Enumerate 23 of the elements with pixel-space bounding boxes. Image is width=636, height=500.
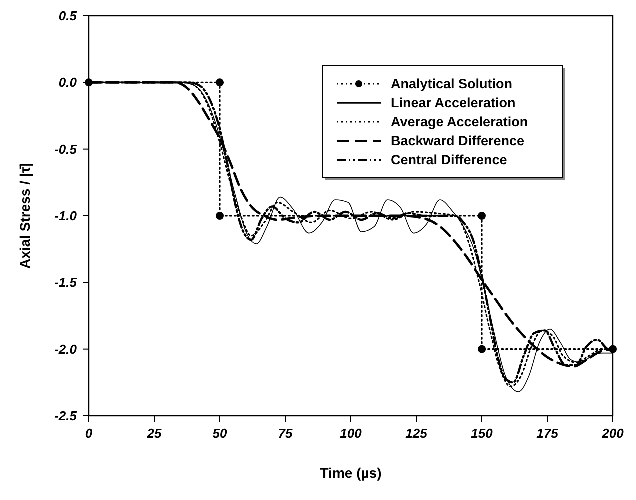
x-tick-label: 25 [146, 426, 162, 441]
y-tick-label: -1.5 [54, 275, 78, 290]
y-tick-label: -1.0 [54, 208, 78, 224]
y-axis-title: Axial Stress / |τ̄| [17, 163, 34, 269]
y-tick-label: 0.5 [58, 8, 78, 24]
x-tick-label: 0 [85, 426, 94, 441]
y-tick-label: -2.0 [54, 342, 78, 357]
y-tick-label: 0.0 [58, 75, 78, 90]
legend-label: Backward Difference [391, 134, 526, 149]
x-tick-label: 200 [601, 426, 625, 441]
x-tick-label: 100 [340, 426, 363, 441]
legend-label: Average Acceleration [391, 114, 528, 130]
y-tick-label: -0.5 [54, 142, 78, 157]
y-tick-label: -2.5 [54, 408, 78, 424]
x-tick-label: 175 [536, 426, 560, 441]
x-tick-label: 125 [406, 426, 428, 441]
x-tick-label: 75 [278, 426, 294, 441]
legend-label: Analytical Solution [391, 76, 513, 92]
x-axis-title: Time (µs) [320, 465, 382, 481]
legend-label: Central Difference [391, 152, 508, 168]
x-tick-label: 50 [212, 426, 228, 441]
x-tick-label: 150 [471, 426, 494, 441]
legend-label: Linear Acceleration [391, 96, 516, 111]
